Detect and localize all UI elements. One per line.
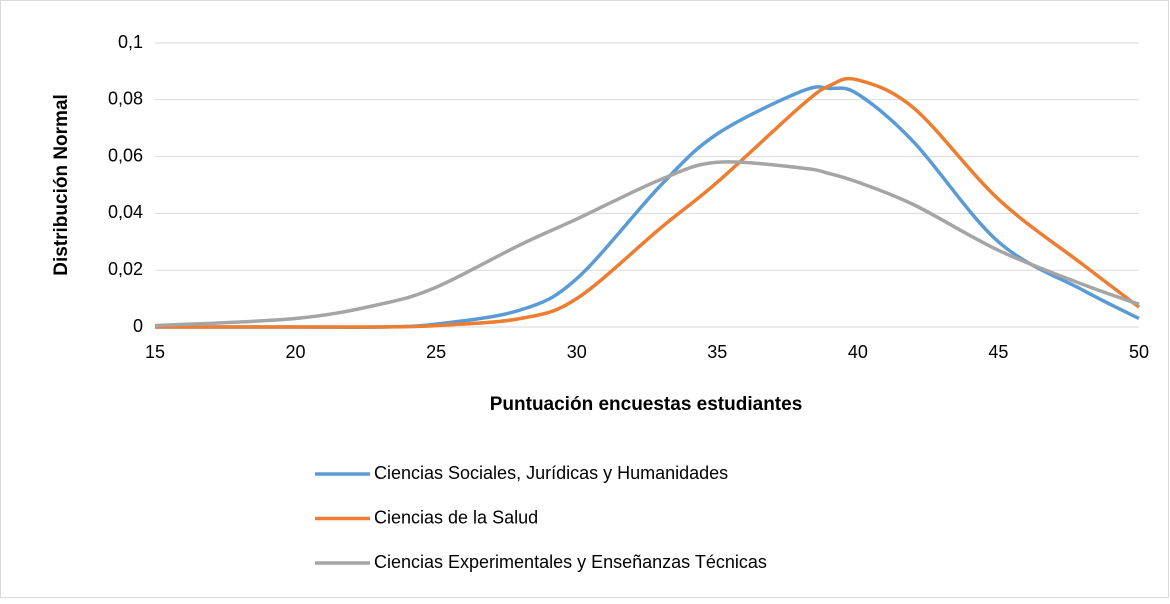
x-tick-label: 45 [988,342,1008,362]
x-tick-label: 30 [567,342,587,362]
series-line [154,160,1140,328]
x-tick-label: 15 [145,342,165,362]
y-tick-label: 0,08 [108,89,143,109]
legend-label: Ciencias Sociales, Jurídicas y Humanidad… [374,463,728,483]
legend-label: Ciencias de la Salud [374,507,538,527]
x-tick-label: 40 [848,342,868,362]
legend-label: Ciencias Experimentales y Enseñanzas Téc… [374,552,767,572]
y-tick-label: 0,06 [108,145,143,165]
x-tick-label: 20 [286,342,306,362]
y-tick-label: 0 [133,316,143,336]
x-axis-title: Puntuación encuestas estudiantes [490,394,803,415]
y-tick-label: 0,04 [108,202,143,222]
y-axis-title: Distribución Normal [51,94,72,276]
x-tick-label: 35 [707,342,727,362]
x-tick-label: 50 [1129,342,1149,362]
y-tick-label: 0,02 [108,259,143,279]
series-line [155,76,1141,329]
x-tick-label: 25 [426,342,446,362]
y-tick-label: 0,1 [118,32,143,52]
